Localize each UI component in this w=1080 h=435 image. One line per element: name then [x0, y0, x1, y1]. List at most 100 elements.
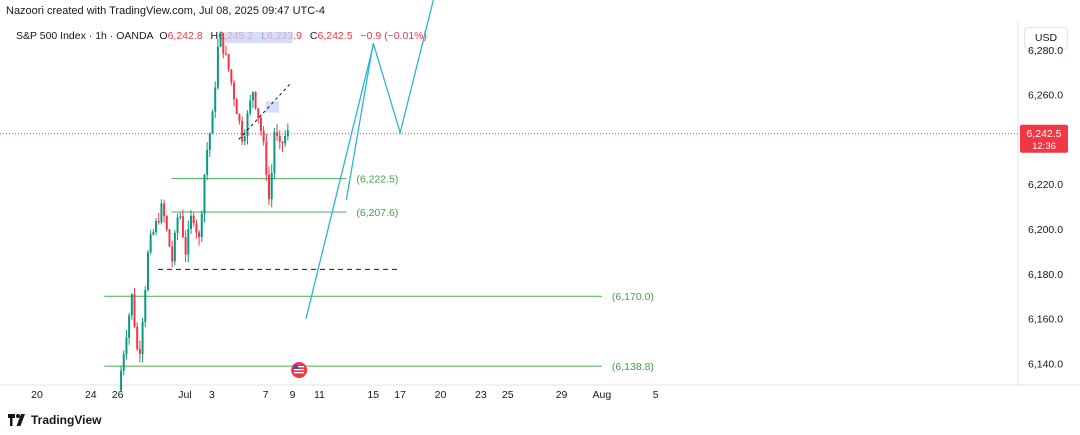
candle[interactable] — [146, 252, 149, 290]
candle[interactable] — [181, 216, 184, 238]
candle[interactable] — [120, 370, 123, 391]
candle[interactable] — [276, 132, 279, 136]
candle[interactable] — [286, 130, 289, 136]
candle[interactable] — [160, 203, 163, 223]
candle[interactable] — [284, 135, 287, 144]
candle[interactable] — [187, 228, 190, 255]
candle[interactable] — [265, 141, 268, 175]
candle[interactable] — [257, 108, 260, 118]
us-event-icon-stripe — [294, 366, 305, 368]
candle[interactable] — [173, 232, 176, 262]
brand-name: TradingView — [31, 413, 102, 427]
candle[interactable] — [246, 113, 249, 137]
candle[interactable] — [224, 53, 227, 55]
candle[interactable] — [192, 215, 195, 224]
open-value: 6,242.8 — [167, 30, 203, 42]
change-value: −0.9 (−0.01%) — [360, 30, 428, 42]
candle[interactable] — [171, 246, 174, 262]
candle[interactable] — [262, 130, 265, 142]
currency-button[interactable]: USD — [1024, 27, 1068, 49]
candle[interactable] — [281, 141, 284, 144]
candle[interactable] — [206, 149, 209, 175]
open-label: O — [159, 30, 168, 42]
candle[interactable] — [179, 216, 182, 218]
y-tick-label-0: 6,140.0 — [1028, 358, 1063, 370]
symbol-legend: S&P 500 Index · 1h · OANDA O6,242.8 H 6,2… — [16, 30, 432, 42]
us-event-icon-stripe — [294, 372, 305, 374]
level-label-0: (6,222.5) — [356, 174, 398, 186]
price-badge — [1020, 124, 1068, 153]
candle[interactable] — [125, 337, 128, 355]
candle[interactable] — [268, 174, 271, 200]
candle[interactable] — [141, 321, 144, 354]
candle[interactable] — [238, 114, 241, 121]
candle[interactable] — [157, 221, 160, 223]
candle[interactable] — [133, 294, 136, 327]
candle[interactable] — [219, 32, 222, 47]
candle[interactable] — [230, 69, 233, 83]
candle[interactable] — [243, 136, 246, 142]
candle[interactable] — [222, 32, 225, 54]
candle[interactable] — [214, 87, 217, 112]
resistance-zone-0 — [225, 31, 293, 44]
candle[interactable] — [241, 120, 244, 142]
y-tick-label-1: 6,160.0 — [1028, 314, 1063, 326]
x-tick-label-12: 25 — [502, 389, 514, 401]
us-event-icon-canton — [294, 365, 299, 369]
candle[interactable] — [190, 215, 193, 229]
x-tick-label-11: 23 — [475, 389, 487, 401]
candle[interactable] — [155, 221, 158, 233]
candle[interactable] — [152, 232, 155, 235]
x-tick-label-8: 15 — [367, 389, 379, 401]
close-label: C — [309, 30, 318, 42]
y-tick-label-2: 6,180.0 — [1028, 269, 1063, 281]
candle[interactable] — [168, 229, 171, 247]
candle[interactable] — [122, 354, 125, 371]
candle[interactable] — [273, 132, 276, 173]
resistance-zone-1 — [265, 101, 280, 113]
candle[interactable] — [144, 289, 147, 322]
projection-line-1[interactable] — [305, 45, 374, 319]
candle[interactable] — [278, 135, 281, 142]
candle[interactable] — [203, 174, 206, 214]
candle[interactable] — [195, 223, 198, 233]
candle[interactable] — [251, 92, 254, 101]
us-event-icon-stripe — [294, 369, 305, 371]
price-badge-countdown: 12:36 — [1032, 141, 1056, 152]
candle[interactable] — [233, 82, 236, 100]
candle[interactable] — [249, 100, 252, 114]
candle[interactable] — [270, 172, 273, 200]
dashed-trendline[interactable] — [238, 83, 292, 140]
x-tick-label-0: 20 — [31, 389, 43, 401]
candle[interactable] — [216, 46, 219, 88]
candle[interactable] — [163, 203, 166, 216]
x-tick-label-9: 17 — [394, 389, 406, 401]
candle[interactable] — [198, 232, 201, 238]
x-tick-label-4: 3 — [209, 389, 215, 401]
x-tick-label-14: Aug — [593, 389, 612, 401]
candle[interactable] — [184, 237, 187, 255]
candle[interactable] — [176, 217, 179, 233]
candle[interactable] — [136, 326, 139, 350]
candle[interactable] — [138, 349, 141, 354]
candle[interactable] — [130, 294, 133, 316]
tradingview-brand[interactable]: TradingView — [8, 413, 101, 427]
candle[interactable] — [259, 117, 262, 131]
x-tick-label-10: 20 — [435, 389, 447, 401]
candle[interactable] — [149, 234, 152, 253]
projection-line-2[interactable] — [345, 0, 440, 200]
symbol-name[interactable]: S&P 500 Index · 1h · OANDA — [16, 30, 154, 42]
candle[interactable] — [235, 99, 238, 115]
y-tick-label-6: 6,260.0 — [1028, 90, 1063, 102]
candle[interactable] — [200, 213, 203, 238]
candle[interactable] — [208, 133, 211, 150]
candle[interactable] — [227, 54, 230, 70]
candle[interactable] — [254, 92, 257, 109]
top-bar: Nazoori created with TradingView.com, Ju… — [0, 0, 1080, 22]
candle[interactable] — [128, 315, 131, 338]
x-tick-label-3: Jul — [178, 389, 191, 401]
candle[interactable] — [211, 111, 214, 134]
candle[interactable] — [165, 215, 168, 230]
x-tick-label-13: 29 — [556, 389, 568, 401]
